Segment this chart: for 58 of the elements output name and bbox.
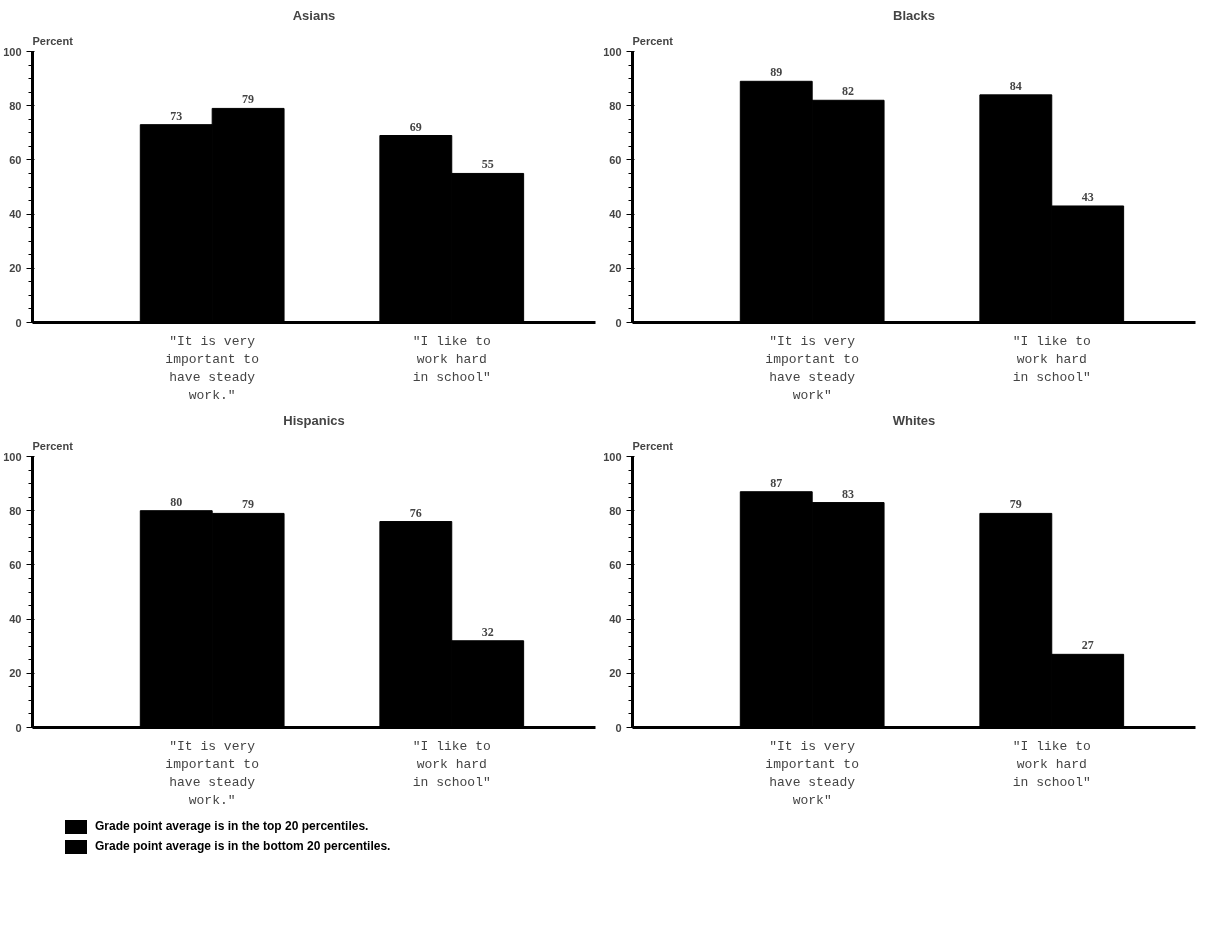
y-tick-label: 80	[9, 504, 22, 517]
x-tick-label: "It is very important to have steady work"	[765, 738, 859, 808]
y-tick-label: 40	[9, 208, 22, 221]
y-tick-label: 20	[609, 667, 622, 680]
legend-label: Grade point average is in the bottom 20 percentiles.	[95, 838, 391, 856]
x-tick-label: "I like to work hard in school"	[412, 333, 491, 385]
chart-title: Hispanics	[283, 412, 345, 428]
y-tick-label: 80	[609, 99, 622, 112]
data-label: 43	[1081, 189, 1094, 204]
x-tick-label: "I like to work hard in school"	[1012, 333, 1091, 385]
x-tick-label: "I like to work hard in school"	[1012, 738, 1091, 790]
data-label: 32	[481, 624, 494, 639]
data-label: 73	[170, 108, 183, 123]
y-tick-label: 80	[609, 504, 622, 517]
chart-title: Blacks	[893, 7, 935, 23]
y-tick-label: 100	[3, 450, 22, 463]
y-tick-label: 40	[9, 613, 22, 626]
legend-label: Grade point average is in the top 20 percentiles.	[95, 818, 369, 835]
data-label: 82	[842, 84, 855, 99]
y-tick-label: 100	[603, 450, 622, 463]
chart-title: Asians	[292, 7, 336, 23]
data-label: 89	[770, 65, 783, 80]
y-tick-label: 0	[15, 721, 22, 734]
y-tick-label: 100	[3, 45, 22, 58]
x-tick-label: "It is very important to have steady work."	[165, 333, 259, 403]
y-tick-label: 60	[9, 558, 22, 571]
y-tick-label: 0	[615, 721, 622, 734]
y-axis-title: Percent	[32, 34, 74, 47]
y-tick-label: 100	[603, 45, 622, 58]
y-tick-label: 0	[15, 316, 22, 329]
x-tick-label: "It is very important to have steady work"	[765, 333, 859, 403]
y-tick-label: 40	[609, 613, 622, 626]
data-label: 55	[481, 157, 494, 172]
x-tick-label: "It is very important to have steady work."	[165, 738, 259, 808]
y-tick-label: 40	[609, 208, 622, 221]
data-label: 79	[1009, 497, 1022, 512]
y-tick-label: 20	[609, 262, 622, 275]
y-tick-label: 20	[9, 667, 22, 680]
chart-title: Whites	[892, 412, 936, 428]
x-tick-label: "I like to work hard in school"	[412, 738, 491, 790]
y-axis-title: Percent	[632, 34, 674, 47]
data-label: 79	[242, 92, 255, 107]
y-tick-label: 0	[615, 316, 622, 329]
y-tick-label: 60	[609, 153, 622, 166]
data-label: 84	[1009, 78, 1022, 93]
y-axis-title: Percent	[32, 439, 74, 452]
data-label: 87	[770, 475, 783, 490]
y-tick-label: 80	[9, 99, 22, 112]
y-tick-label: 60	[9, 153, 22, 166]
data-label: 27	[1081, 638, 1094, 653]
data-label: 83	[842, 486, 855, 501]
y-axis-title: Percent	[632, 439, 674, 452]
data-label: 69	[409, 119, 422, 134]
data-label: 80	[170, 494, 183, 509]
y-tick-label: 60	[609, 558, 622, 571]
y-tick-label: 20	[9, 262, 22, 275]
data-label: 76	[409, 505, 422, 520]
data-label: 79	[242, 497, 255, 512]
